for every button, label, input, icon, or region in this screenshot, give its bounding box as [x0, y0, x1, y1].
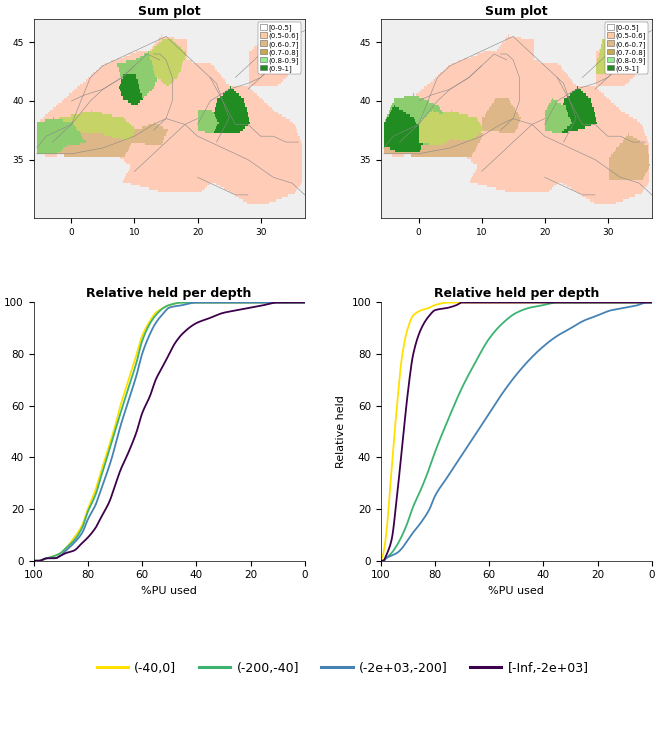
Title: 2D
Sum plot: 2D Sum plot [138, 0, 200, 17]
X-axis label: %PU used: %PU used [141, 586, 197, 596]
Legend: [0-0.5], (0.5-0.6], (0.6-0.7], (0.7-0.8], (0.8-0.9], (0.9-1]: [0-0.5], (0.5-0.6], (0.6-0.7], (0.7-0.8]… [605, 23, 648, 74]
Y-axis label: Relative held: Relative held [336, 396, 346, 468]
X-axis label: %PU used: %PU used [489, 586, 544, 596]
Legend: [0-0.5], (0.5-0.6], (0.6-0.7], (0.7-0.8], (0.8-0.9], (0.9-1]: [0-0.5], (0.5-0.6], (0.6-0.7], (0.7-0.8]… [257, 23, 301, 74]
Title: Relative held per depth: Relative held per depth [87, 287, 252, 300]
Legend: (-40,0], (-200,-40], (-2e+03,-200], [-Inf,-2e+03]: (-40,0], (-200,-40], (-2e+03,-200], [-In… [92, 656, 593, 680]
Title: 3D
Sum plot: 3D Sum plot [485, 0, 548, 17]
Title: Relative held per depth: Relative held per depth [433, 287, 599, 300]
